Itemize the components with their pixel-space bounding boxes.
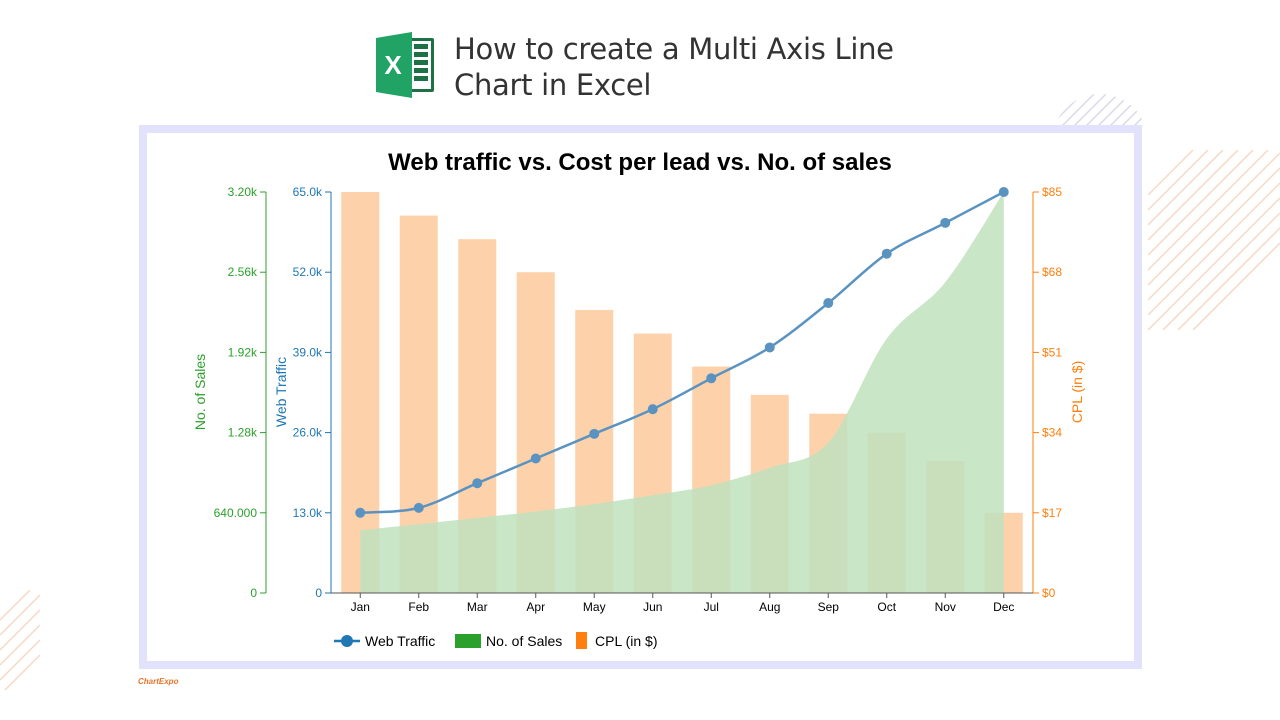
x-tick-label: Nov — [935, 600, 956, 614]
x-tick-label: Jan — [351, 600, 370, 614]
page-header: X How to create a Multi Axis Line Chart … — [376, 30, 924, 103]
cpl-axis: CPL (in $) — [1032, 192, 1085, 593]
traffic-point — [472, 478, 483, 489]
traffic-tick-label: 0 — [315, 586, 322, 600]
traffic-line — [355, 187, 1009, 518]
cpl-tick-label: $0 — [1042, 586, 1056, 600]
svg-text:X: X — [384, 50, 402, 80]
traffic-point — [589, 428, 600, 439]
cpl-tick-label: $34 — [1042, 426, 1062, 440]
traffic-point — [706, 373, 717, 384]
legend-item-traffic[interactable]: Web Traffic — [334, 633, 435, 649]
sales-tick-label: 640.000 — [214, 506, 258, 520]
cpl-tick-label: $68 — [1042, 265, 1062, 279]
cpl-tick-label: $51 — [1042, 345, 1062, 359]
x-tick-label: Jun — [643, 600, 662, 614]
traffic-point — [647, 404, 658, 415]
decorative-stripes-right — [1148, 150, 1280, 330]
chart-title: Web traffic vs. Cost per lead vs. No. of… — [388, 149, 892, 176]
legend-item-sales[interactable]: No. of Sales — [455, 633, 562, 649]
excel-logo-icon: X — [376, 32, 434, 98]
traffic-axis-label: Web Traffic — [273, 357, 289, 427]
x-tick-label: May — [583, 600, 606, 614]
traffic-axis: Web Traffic — [273, 192, 332, 593]
traffic-tick-label: 52.0k — [293, 265, 323, 279]
legend-sales-label: No. of Sales — [486, 633, 562, 649]
legend-item-cpl[interactable]: CPL (in $) — [576, 632, 658, 649]
traffic-point — [413, 502, 424, 513]
cpl-tick-label: $17 — [1042, 506, 1062, 520]
traffic-point — [530, 453, 541, 464]
traffic-tick-label: 13.0k — [293, 506, 323, 520]
legend-traffic-swatch-dot — [341, 635, 353, 647]
traffic-point — [764, 342, 775, 353]
x-tick-label: Aug — [759, 600, 780, 614]
sales-axis-label: No. of Sales — [192, 354, 208, 430]
sales-tick-label: 0 — [250, 586, 257, 600]
sales-axis: No. of Sales — [192, 192, 267, 593]
traffic-tick-label: 39.0k — [293, 345, 323, 359]
traffic-point — [355, 507, 366, 518]
x-tick-label: Sep — [818, 600, 840, 614]
traffic-point — [881, 248, 892, 259]
legend-traffic-label: Web Traffic — [365, 633, 435, 649]
legend-sales-swatch — [455, 634, 481, 648]
sales-tick-label: 1.28k — [228, 426, 258, 440]
sales-tick-label: 1.92k — [228, 345, 258, 359]
cpl-tick-label: $85 — [1042, 185, 1062, 199]
x-tick-label: Apr — [526, 600, 545, 614]
legend: Web Traffic No. of Sales CPL (in $) — [334, 632, 658, 649]
decorative-stripes-bottom-left — [0, 590, 40, 690]
sales-tick-label: 2.56k — [228, 265, 258, 279]
x-tick-label: Dec — [993, 600, 1014, 614]
page-title-line1: How to create a Multi Axis Line — [454, 32, 894, 66]
x-tick-label: Feb — [408, 600, 429, 614]
sales-tick-label: 3.20k — [228, 185, 258, 199]
traffic-point — [940, 217, 951, 228]
traffic-tick-label: 65.0k — [293, 185, 323, 199]
legend-cpl-swatch — [576, 632, 587, 649]
traffic-point — [998, 187, 1009, 197]
legend-cpl-label: CPL (in $) — [595, 633, 658, 649]
cpl-axis-label: CPL (in $) — [1069, 361, 1085, 424]
sales-area — [360, 192, 1004, 593]
x-tick-label: Mar — [467, 600, 488, 614]
x-tick-label: Oct — [877, 600, 896, 614]
sales-area-fill — [360, 192, 1004, 593]
axis-ticks: 0 640.000 1.28k 1.92k 2.56k 3.20k 0 13.0k 26.0k 3… — [214, 185, 1063, 614]
page-title: How to create a Multi Axis Line Chart in… — [454, 31, 924, 103]
traffic-tick-label: 26.0k — [293, 426, 323, 440]
page-title-line2: Chart in Excel — [454, 68, 652, 102]
traffic-point — [823, 298, 834, 309]
brand-logo: ChartExpo — [138, 677, 179, 686]
x-tick-label: Jul — [704, 600, 719, 614]
cpl-bar — [341, 192, 380, 593]
